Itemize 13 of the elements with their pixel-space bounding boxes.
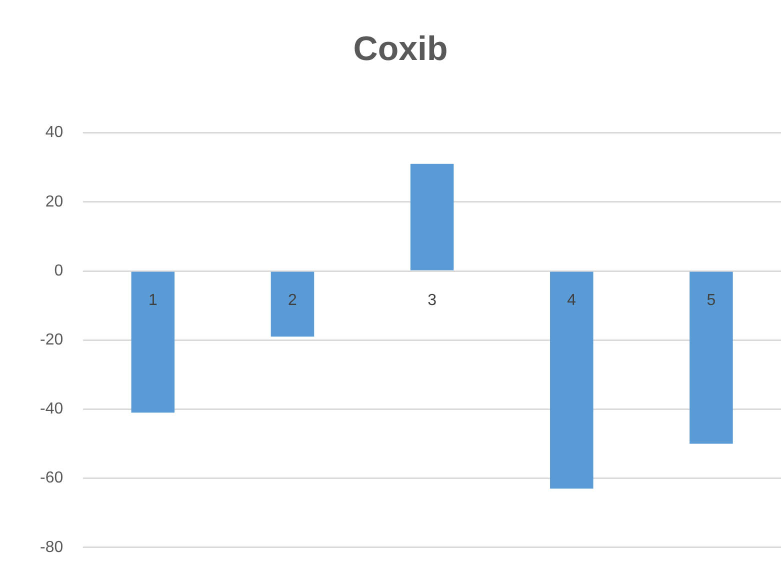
x-tick-label: 1 bbox=[148, 292, 158, 310]
y-tick-label: -60 bbox=[40, 470, 64, 487]
chart-title: Coxib bbox=[353, 30, 448, 68]
y-tick-label: 40 bbox=[45, 124, 64, 142]
x-tick-label: 2 bbox=[288, 292, 298, 310]
y-tick-label: -80 bbox=[40, 538, 64, 556]
y-tick-label: -20 bbox=[40, 332, 64, 349]
y-tick-label: 20 bbox=[45, 193, 64, 210]
y-tick-label: -40 bbox=[40, 400, 64, 418]
x-tick-label: 5 bbox=[706, 292, 716, 310]
x-tick-label: 4 bbox=[567, 292, 576, 310]
x-tick-label: 3 bbox=[428, 292, 437, 310]
y-tick-label: 0 bbox=[54, 262, 64, 280]
